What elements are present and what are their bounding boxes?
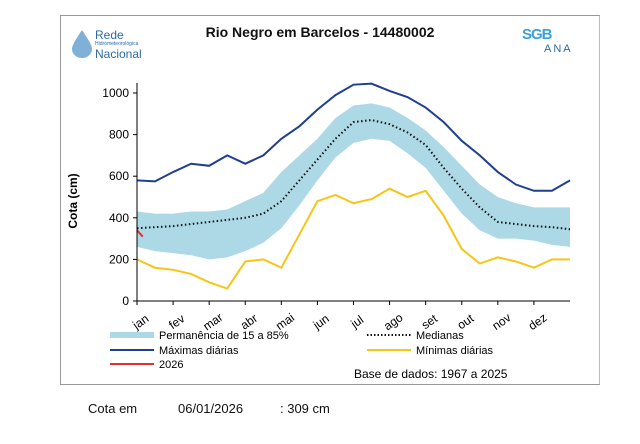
footer-value: : 309 cm <box>280 401 330 416</box>
rede-logo: Rede Hidrometeorológica Nacional <box>70 28 142 63</box>
data-range-note: Base de dados: 1967 a 2025 <box>354 367 508 381</box>
x-tick-label: fev <box>166 311 187 332</box>
chart-frame <box>60 15 600 385</box>
legend-label: Mínimas diárias <box>416 345 494 357</box>
chart-title: Rio Negro em Barcelos - 14480002 <box>205 24 435 40</box>
legend-label: Permanência de 15 a 85% <box>159 330 289 342</box>
legend-label: 2026 <box>159 359 183 371</box>
x-tick-label: ago <box>381 310 406 333</box>
footer-label: Cota em <box>88 401 138 416</box>
footer-date: 06/01/2026 <box>178 401 244 416</box>
x-tick-label: dez <box>526 310 550 333</box>
x-tick-label: jul <box>347 313 366 332</box>
y-tick-label: 200 <box>109 252 129 266</box>
x-tick-label: nov <box>490 310 514 333</box>
y-tick-label: 0 <box>122 294 129 308</box>
y-tick-label: 600 <box>109 169 129 183</box>
legend-label: Máximas diárias <box>159 345 239 357</box>
y-tick-label: 400 <box>109 211 129 225</box>
x-tick-label: jun <box>310 311 332 332</box>
y-axis-label: Cota (cm) <box>66 173 80 228</box>
sgb-ana-logo: SGB ANA <box>522 26 573 55</box>
series-line-3 <box>136 229 144 238</box>
legend-label: Medianas <box>416 330 464 342</box>
x-tick-label: jan <box>129 311 151 332</box>
y-tick-label: 1000 <box>102 86 129 100</box>
x-tick-label: set <box>419 311 441 332</box>
y-tick-label: 800 <box>109 128 129 142</box>
percentile-band <box>137 103 570 260</box>
